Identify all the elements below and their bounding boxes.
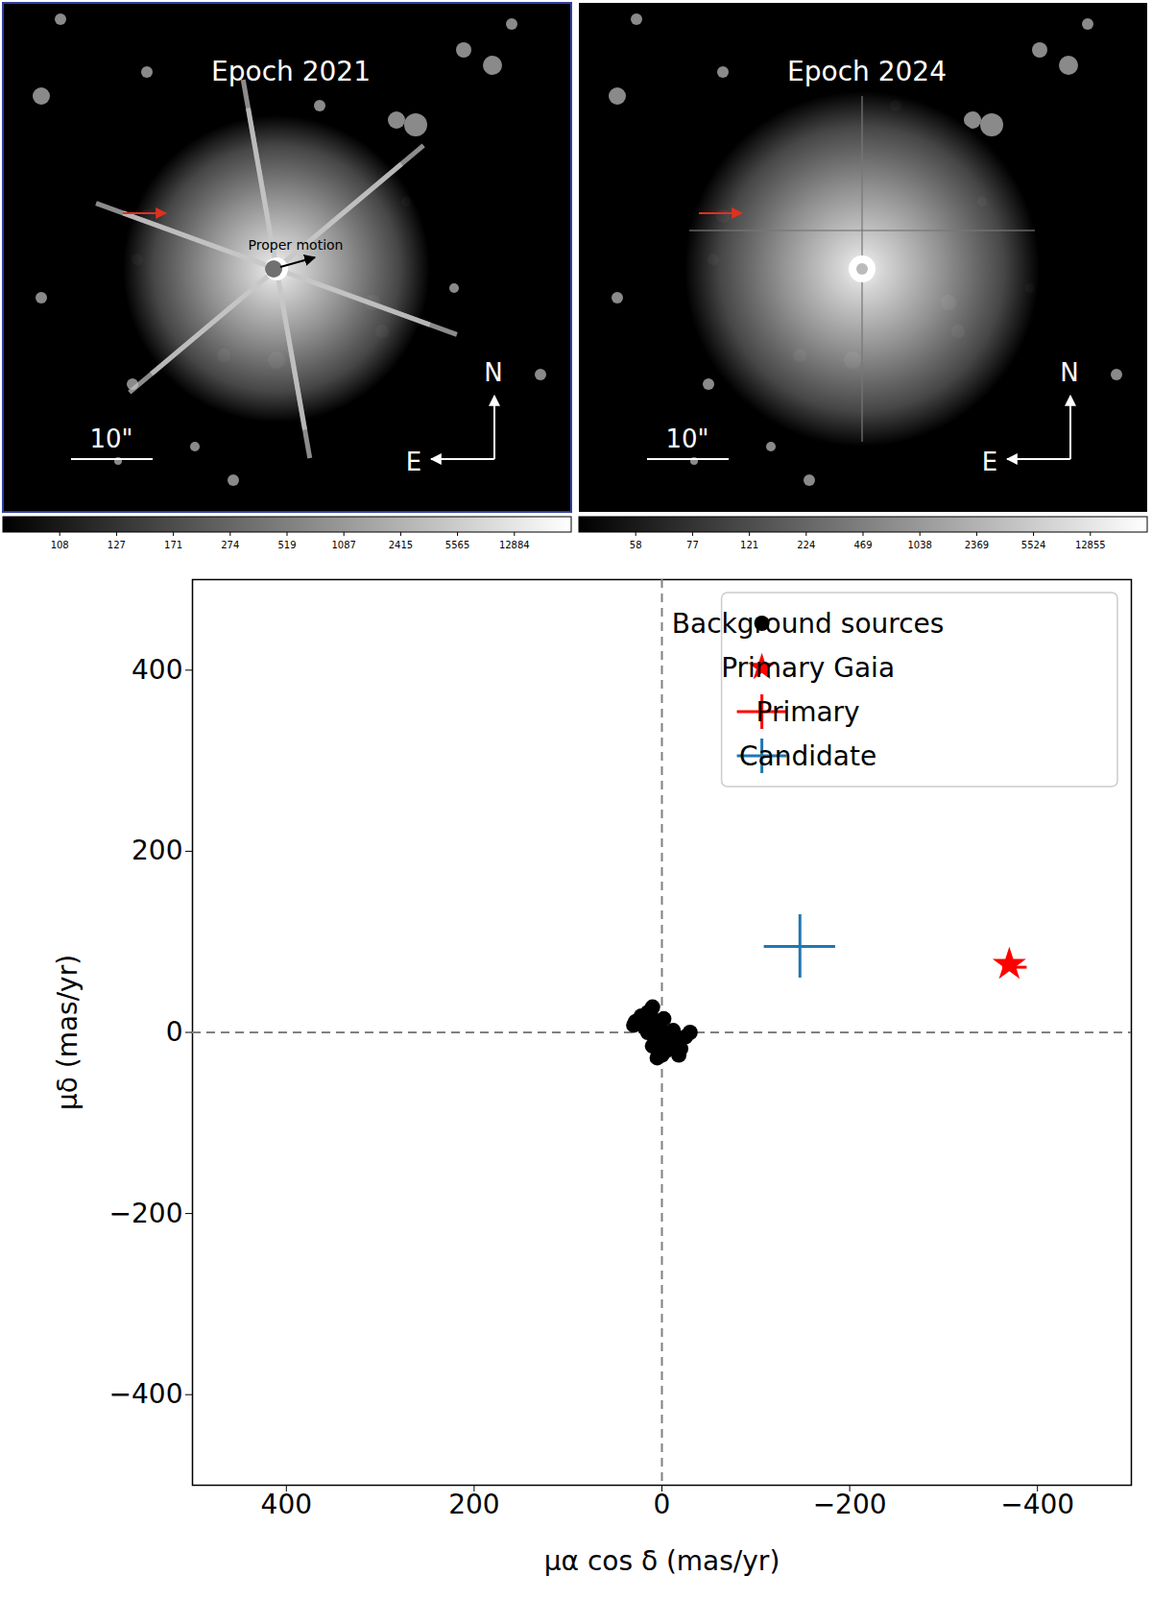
svg-text:Background sources: Background sources (672, 607, 945, 640)
svg-text:N: N (1059, 358, 1079, 387)
svg-text:Primary: Primary (755, 696, 860, 728)
svg-text:1038: 1038 (907, 539, 932, 551)
svg-text:200: 200 (448, 1488, 500, 1520)
svg-text:519: 519 (277, 539, 296, 551)
svg-text:171: 171 (164, 539, 183, 551)
svg-text:5565: 5565 (445, 539, 470, 551)
svg-text:Proper motion: Proper motion (248, 237, 344, 253)
svg-text:0: 0 (166, 1015, 184, 1048)
svg-text:127: 127 (107, 539, 126, 551)
svg-text:10": 10" (665, 424, 709, 454)
svg-text:77: 77 (686, 539, 699, 551)
svg-text:10": 10" (89, 424, 133, 454)
svg-text:E: E (982, 447, 998, 477)
svg-text:469: 469 (853, 539, 872, 551)
svg-text:−400: −400 (1000, 1488, 1075, 1520)
svg-text:Epoch 2021: Epoch 2021 (211, 55, 371, 88)
svg-text:2369: 2369 (964, 539, 989, 551)
svg-text:−200: −200 (109, 1197, 184, 1229)
svg-text:200: 200 (131, 834, 183, 866)
svg-text:E: E (406, 447, 422, 477)
svg-text:400: 400 (261, 1488, 312, 1520)
svg-text:2415: 2415 (388, 539, 413, 551)
svg-text:Primary Gaia: Primary Gaia (720, 651, 895, 684)
svg-text:121: 121 (740, 539, 759, 551)
svg-text:12884: 12884 (499, 539, 530, 551)
svg-text:μδ (mas/yr): μδ (mas/yr) (51, 954, 84, 1110)
svg-text:−400: −400 (109, 1377, 184, 1410)
svg-text:224: 224 (796, 539, 816, 551)
svg-text:1087: 1087 (331, 539, 356, 551)
svg-text:108: 108 (50, 539, 70, 551)
svg-text:μα cos δ (mas/yr): μα cos δ (mas/yr) (544, 1544, 781, 1577)
svg-text:400: 400 (131, 653, 183, 686)
svg-text:−200: −200 (813, 1488, 888, 1520)
svg-text:274: 274 (220, 539, 240, 551)
svg-text:N: N (483, 358, 503, 387)
svg-text:58: 58 (629, 539, 643, 551)
svg-text:0: 0 (653, 1488, 672, 1520)
svg-text:12855: 12855 (1075, 539, 1106, 551)
svg-text:5524: 5524 (1021, 539, 1046, 551)
svg-text:Candidate: Candidate (739, 740, 877, 772)
svg-text:Epoch 2024: Epoch 2024 (787, 55, 947, 88)
